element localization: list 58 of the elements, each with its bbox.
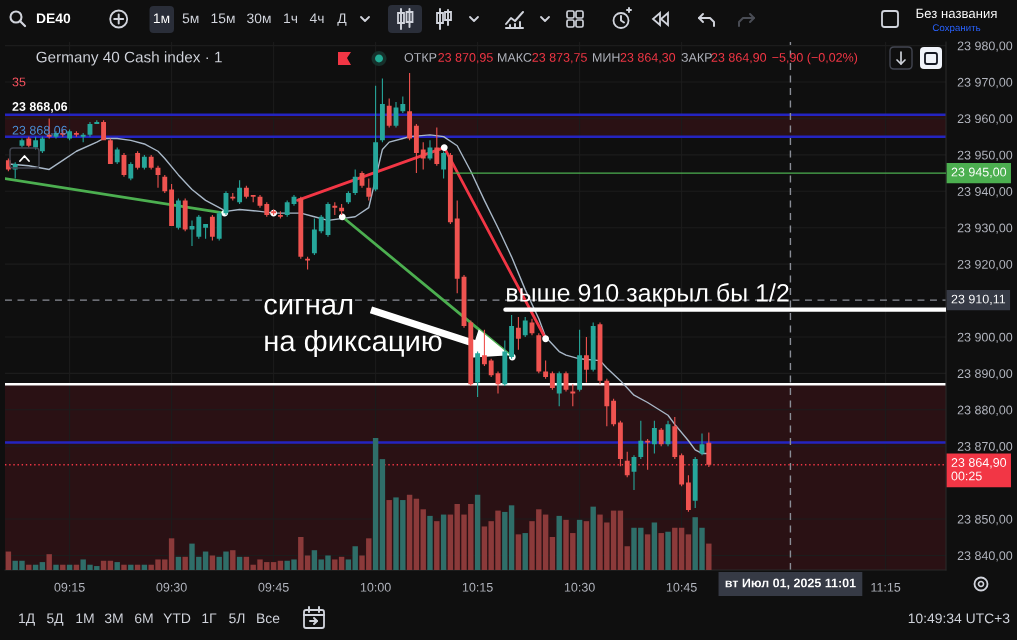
text: 5м [182,13,199,24]
annotation: 23 864,30 [620,53,676,64]
annotation: ОТКР [404,53,437,62]
y-tick-label: 23 850,00 [957,514,1013,526]
text: YTD [163,613,191,624]
y-tick-label: 23 900,00 [957,332,1013,344]
x-tick-label: 09:45 [258,582,289,592]
text: Все [257,613,280,624]
text: 1м [153,13,170,24]
text: Без названия [916,8,997,19]
y-tick-label: 23 880,00 [957,405,1013,416]
text: Д [337,13,347,26]
annotation: 23 873,75 [532,53,587,64]
y-tick-label: 23 940,00 [957,187,1013,198]
annotation: сигнал на фиксацию [264,298,442,358]
x-tick-label: 10:45 [666,582,697,592]
text: 3М [104,613,123,624]
annotation: ЗАКР [681,53,712,62]
annotation: −5,90 (−0,02%) [772,52,858,65]
text: 1Г [202,613,217,624]
annotation: 35 [12,77,26,87]
annotation: 23 868,06 [12,102,68,113]
ref-line-label: 23 864,90 00:25 [951,458,1007,481]
text: 4ч [309,13,324,24]
text: 6М [135,613,153,624]
text: DE40 [36,13,71,24]
annotation: МАКС [498,53,532,62]
y-tick-label: 23 840,00 [957,551,1013,562]
text: 1Д [19,613,35,626]
text: 5Д [46,613,64,626]
ref-line-label: вт Июл 01, 2025 11:01 [725,578,856,590]
text: 10:49:34 UTC+3 [908,613,1010,624]
y-tick-label: 23 920,00 [957,259,1013,271]
y-tick-label: 23 930,00 [957,223,1013,234]
x-tick-label: 10:15 [462,582,493,592]
text: Germany 40 Cash index · 1 [36,51,222,66]
x-tick-label: 10:30 [564,582,595,592]
annotation: МИН [593,53,620,62]
x-tick-label: 10:00 [360,582,391,592]
x-tick-label: 11:15 [871,582,901,592]
y-tick-label: 23 870,00 [957,441,1013,453]
text: 30м [247,13,271,24]
text: 1ч [284,13,298,24]
text: 15м [211,13,235,24]
ref-line-label: 23 910,11 [951,294,1006,305]
y-tick-label: 23 950,00 [957,150,1013,162]
text: 1М [76,613,94,624]
x-tick-label: 09:15 [54,582,85,592]
data-label: 23 945,00 [951,167,1007,178]
y-tick-label: 23 890,00 [957,369,1013,380]
text: Сохранить [932,24,981,34]
annotation: 23 870,95 [438,53,493,64]
annotation: 23 864,90 [711,53,767,64]
y-tick-label: 23 960,00 [957,114,1013,125]
y-tick-label: 23 980,00 [957,41,1013,52]
x-tick-label: 09:30 [156,582,187,592]
text: 5Л [229,613,245,624]
y-tick-label: 23 970,00 [957,77,1013,89]
